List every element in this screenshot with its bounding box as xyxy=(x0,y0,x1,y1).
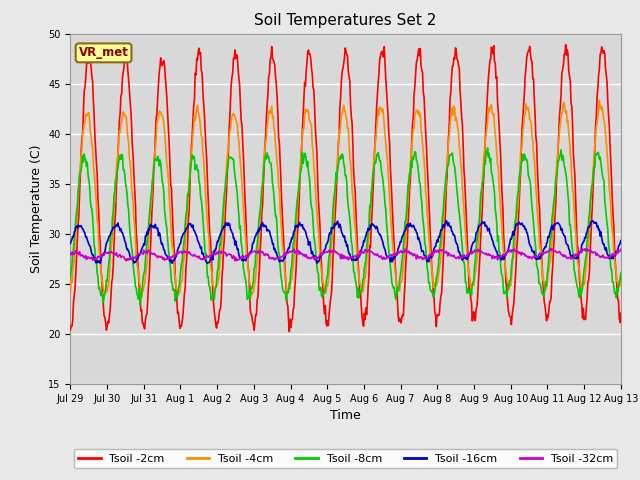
X-axis label: Time: Time xyxy=(330,409,361,422)
Title: Soil Temperatures Set 2: Soil Temperatures Set 2 xyxy=(255,13,436,28)
Legend: Tsoil -2cm, Tsoil -4cm, Tsoil -8cm, Tsoil -16cm, Tsoil -32cm: Tsoil -2cm, Tsoil -4cm, Tsoil -8cm, Tsoi… xyxy=(74,449,618,468)
Y-axis label: Soil Temperature (C): Soil Temperature (C) xyxy=(29,144,43,273)
Text: VR_met: VR_met xyxy=(79,47,129,60)
